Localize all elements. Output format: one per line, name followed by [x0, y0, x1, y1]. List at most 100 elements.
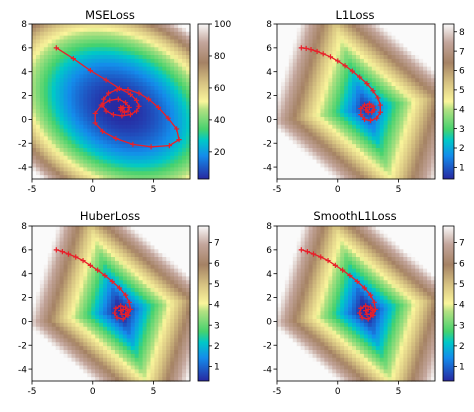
x-tick-label: 5 [151, 387, 157, 397]
heatmap-cell [423, 132, 428, 137]
heatmap-cell [118, 350, 124, 355]
heatmap-cell [146, 350, 152, 355]
heatmap-cell [379, 136, 385, 141]
heatmap-cell [32, 253, 37, 258]
heatmap-cell [363, 43, 369, 48]
heatmap-cell [59, 66, 65, 72]
heatmap-cell [427, 136, 432, 141]
heatmap-cell [367, 132, 373, 137]
heatmap-cell [95, 357, 100, 363]
heatmap-cell [304, 62, 310, 68]
heatmap-cell [111, 350, 116, 355]
heatmap-cell [130, 78, 136, 83]
heatmap-cell [63, 132, 69, 137]
heatmap-cell [55, 74, 61, 79]
heatmap-cell [114, 151, 120, 157]
heatmap-cell [122, 264, 128, 270]
heatmap-cell [43, 276, 49, 281]
heatmap-cell [320, 24, 325, 29]
heatmap-cell [114, 155, 120, 161]
heatmap-cell [312, 151, 318, 157]
heatmap-cell [284, 159, 290, 165]
heatmap-cell [186, 167, 191, 172]
heatmap-cell [75, 311, 80, 316]
heatmap-cell [336, 124, 341, 130]
heatmap-cell [111, 276, 116, 281]
heatmap-cell [166, 55, 171, 60]
heatmap-cell [43, 260, 49, 266]
heatmap-cell [87, 342, 92, 347]
heatmap-cell [150, 241, 156, 246]
heatmap-cell [182, 257, 187, 262]
heatmap-cell [67, 27, 73, 33]
heatmap-cell [107, 307, 112, 312]
heatmap-cell [83, 70, 88, 75]
heatmap-cell [118, 334, 124, 339]
heatmap-cell [158, 361, 163, 367]
heatmap-cell [356, 78, 361, 83]
heatmap-cell [150, 86, 156, 91]
heatmap-cell [344, 43, 349, 48]
heatmap-cell [114, 229, 120, 235]
heatmap-cell [146, 155, 152, 161]
heatmap-cell [375, 89, 381, 95]
heatmap-cell [111, 268, 116, 274]
heatmap-cell [118, 257, 124, 262]
heatmap-cell [122, 295, 128, 301]
heatmap-cell [423, 175, 428, 180]
heatmap-cell [411, 132, 416, 137]
heatmap-cell [375, 86, 381, 91]
heatmap-cell [284, 132, 290, 137]
heatmap-cell [103, 288, 108, 293]
heatmap-cell [336, 163, 341, 168]
heatmap-cell [419, 97, 424, 103]
heatmap-cell [411, 159, 416, 165]
heatmap-cell [375, 136, 381, 141]
heatmap-cell [118, 280, 124, 285]
heatmap-cell [43, 93, 49, 99]
heatmap-cell [39, 369, 45, 374]
heatmap-cell [344, 175, 349, 180]
heatmap-cell [55, 70, 61, 75]
heatmap-cell [59, 109, 65, 114]
heatmap-cell [75, 82, 80, 87]
heatmap-cell [375, 27, 381, 33]
heatmap-cell [83, 346, 88, 351]
heatmap-cell [43, 155, 49, 161]
heatmap-cell [332, 31, 337, 37]
heatmap-cell [158, 51, 163, 56]
heatmap-cell [336, 55, 341, 60]
heatmap-cell [47, 229, 53, 235]
heatmap-cell [150, 136, 156, 141]
heatmap-cell [146, 66, 152, 72]
heatmap-cell [39, 136, 45, 141]
heatmap-cell [383, 82, 389, 87]
heatmap-cell [32, 109, 37, 114]
heatmap-cell [118, 249, 124, 254]
heatmap-cell [391, 159, 397, 165]
heatmap-cell [146, 31, 152, 37]
heatmap-cell [178, 303, 183, 308]
heatmap-cell [126, 167, 132, 172]
heatmap-cell [138, 109, 144, 114]
heatmap-cell [71, 117, 77, 122]
heatmap-cell [166, 284, 171, 289]
heatmap-cell [166, 148, 171, 153]
heatmap-cell [158, 155, 163, 161]
heatmap-cell [352, 31, 357, 37]
heatmap-cell [348, 144, 353, 149]
heatmap-cell [59, 307, 65, 312]
heatmap-cell [118, 47, 124, 52]
heatmap-cell [55, 284, 61, 289]
heatmap-cell [399, 89, 404, 95]
heatmap-cell [340, 51, 345, 56]
heatmap-cell [158, 357, 163, 363]
heatmap-cell [122, 361, 128, 367]
heatmap-cell [103, 51, 108, 56]
heatmap-cell [107, 39, 112, 44]
heatmap-cell [63, 284, 69, 289]
heatmap-cell [51, 299, 57, 305]
heatmap-cell [352, 89, 357, 95]
heatmap-cell [138, 268, 144, 274]
heatmap-cell [186, 101, 191, 106]
